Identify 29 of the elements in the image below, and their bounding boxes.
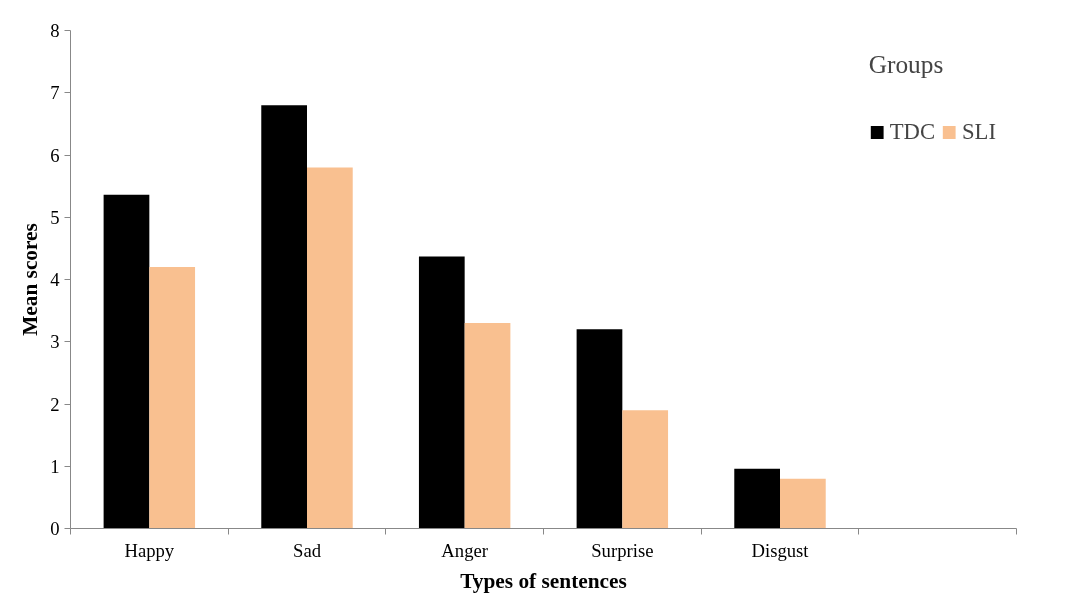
y-tick-label: 8 xyxy=(50,20,60,41)
y-tick-label: 5 xyxy=(50,206,60,228)
y-tick-label: 6 xyxy=(50,144,60,166)
y-tick-label: 3 xyxy=(50,331,60,353)
y-axis-title: Mean scores xyxy=(18,223,43,336)
bar xyxy=(780,478,826,529)
bar xyxy=(418,256,465,529)
x-tick-label: Disgust xyxy=(751,539,810,561)
legend-title: Groups xyxy=(868,50,945,79)
legend-label: SLI xyxy=(962,119,996,145)
y-tick-label: 7 xyxy=(50,82,60,104)
y-tick-label: 2 xyxy=(50,393,60,415)
bar xyxy=(576,329,623,529)
x-tick-label: Sad xyxy=(293,539,322,561)
bar xyxy=(464,323,511,529)
x-tick-label: Surprise xyxy=(591,539,654,561)
bar xyxy=(103,194,150,529)
y-tick-label: 4 xyxy=(50,269,61,290)
x-tick-label: Anger xyxy=(441,539,489,561)
bar xyxy=(307,167,353,529)
bar xyxy=(622,410,669,529)
bar xyxy=(149,267,196,529)
x-tick-label: Happy xyxy=(124,539,175,561)
bar xyxy=(261,105,307,529)
legend-label: TDC xyxy=(889,119,936,145)
y-tick-label: 0 xyxy=(50,518,60,539)
bar xyxy=(734,468,780,529)
x-axis-title: Types of sentences xyxy=(460,568,627,593)
y-tick-label: 1 xyxy=(50,455,60,477)
